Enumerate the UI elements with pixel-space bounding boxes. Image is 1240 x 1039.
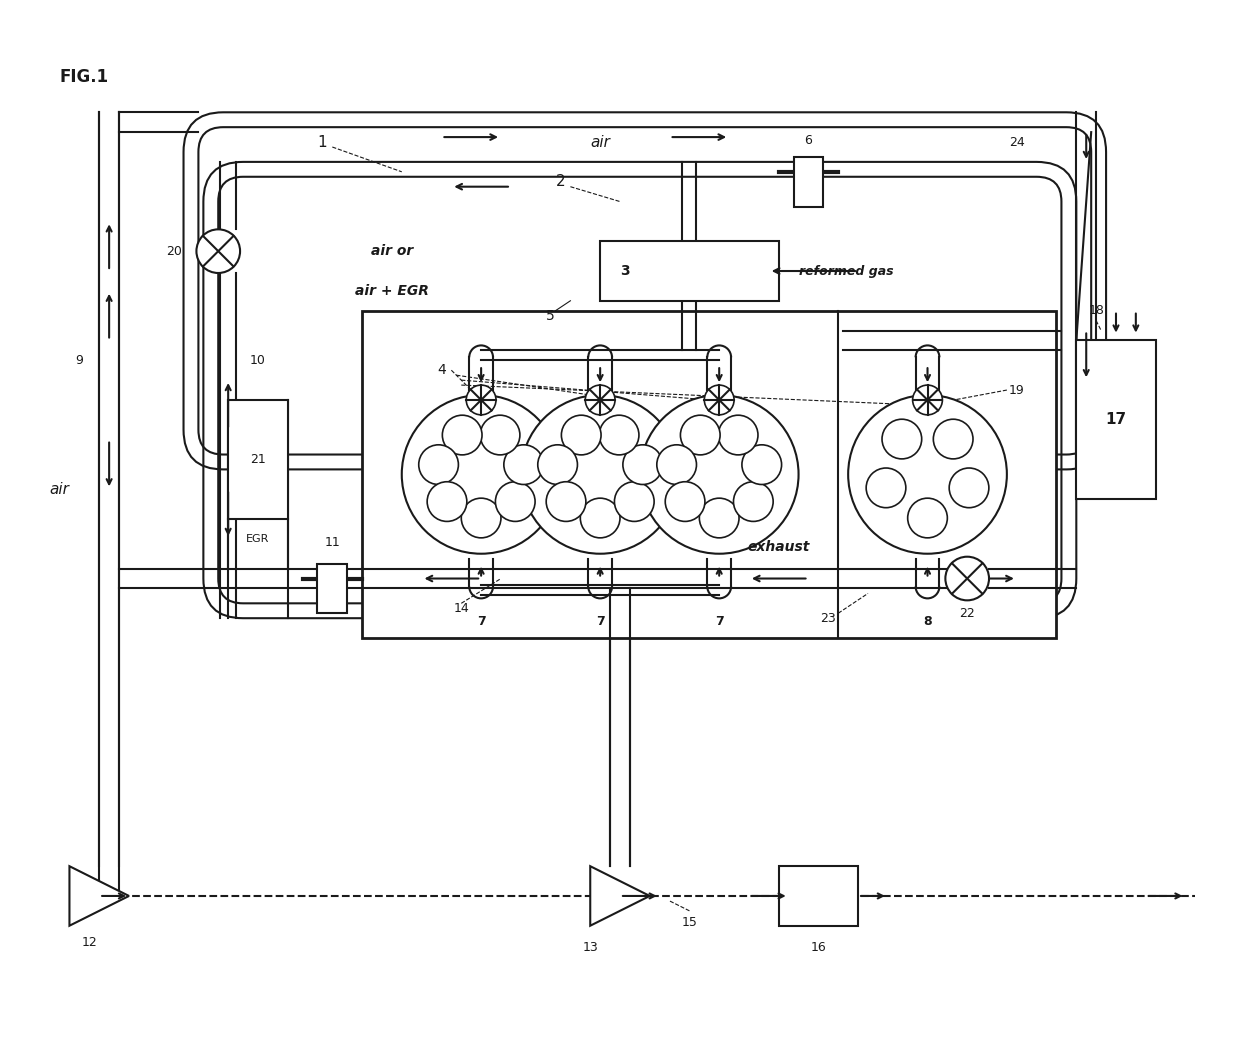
- Text: air: air: [590, 135, 610, 150]
- Circle shape: [665, 482, 704, 522]
- Text: 22: 22: [960, 607, 975, 619]
- Text: air: air: [50, 482, 69, 497]
- Circle shape: [704, 385, 734, 415]
- Bar: [228, 400, 288, 520]
- Circle shape: [538, 445, 578, 484]
- Text: 23: 23: [821, 612, 836, 624]
- Text: 7: 7: [714, 615, 724, 629]
- Circle shape: [562, 416, 601, 455]
- Text: 14: 14: [454, 602, 469, 615]
- Bar: [1076, 341, 1156, 499]
- Circle shape: [681, 416, 720, 455]
- Circle shape: [742, 445, 781, 484]
- Circle shape: [466, 385, 496, 415]
- Circle shape: [503, 445, 543, 484]
- Circle shape: [480, 416, 520, 455]
- Text: exhaust: exhaust: [748, 539, 810, 554]
- Circle shape: [848, 395, 1007, 554]
- Circle shape: [908, 498, 947, 538]
- Circle shape: [622, 445, 662, 484]
- Text: 17: 17: [1105, 412, 1127, 427]
- Bar: [362, 311, 1056, 638]
- Circle shape: [427, 482, 466, 522]
- Bar: [794, 157, 823, 207]
- Circle shape: [546, 482, 585, 522]
- Text: 16: 16: [811, 940, 826, 954]
- Text: reformed gas: reformed gas: [799, 265, 893, 277]
- Circle shape: [599, 416, 639, 455]
- Circle shape: [945, 557, 990, 601]
- Circle shape: [913, 385, 942, 415]
- Text: 15: 15: [682, 915, 697, 929]
- Text: 12: 12: [82, 936, 97, 949]
- Text: 11: 11: [325, 536, 340, 549]
- Circle shape: [718, 416, 758, 455]
- Text: 7: 7: [476, 615, 486, 629]
- Text: air or: air or: [371, 244, 413, 258]
- Circle shape: [419, 445, 459, 484]
- Circle shape: [934, 419, 973, 459]
- Text: 7: 7: [595, 615, 605, 629]
- Text: 24: 24: [1009, 135, 1024, 149]
- Circle shape: [640, 395, 799, 554]
- Text: 8: 8: [924, 615, 931, 629]
- Text: 2: 2: [556, 175, 565, 189]
- Text: 18: 18: [1089, 304, 1104, 317]
- Circle shape: [461, 498, 501, 538]
- Text: air + EGR: air + EGR: [355, 284, 429, 298]
- Circle shape: [657, 445, 697, 484]
- Text: 5: 5: [546, 309, 556, 323]
- Text: 3: 3: [620, 264, 630, 278]
- Bar: [779, 867, 858, 926]
- Text: 9: 9: [76, 354, 83, 367]
- Text: 4: 4: [436, 364, 446, 377]
- Circle shape: [615, 482, 655, 522]
- Text: 20: 20: [166, 244, 181, 258]
- Circle shape: [867, 468, 906, 508]
- Text: 13: 13: [583, 940, 598, 954]
- Text: FIG.1: FIG.1: [60, 68, 109, 85]
- Circle shape: [699, 498, 739, 538]
- Polygon shape: [590, 867, 650, 926]
- Text: 19: 19: [1009, 383, 1024, 397]
- Text: 10: 10: [250, 354, 265, 367]
- Circle shape: [496, 482, 536, 522]
- Circle shape: [402, 395, 560, 554]
- Circle shape: [734, 482, 774, 522]
- Circle shape: [521, 395, 680, 554]
- Circle shape: [949, 468, 988, 508]
- Bar: [317, 563, 347, 613]
- Circle shape: [443, 416, 482, 455]
- Circle shape: [585, 385, 615, 415]
- Circle shape: [882, 419, 921, 459]
- Text: 1: 1: [317, 135, 327, 150]
- Polygon shape: [69, 867, 129, 926]
- Text: EGR: EGR: [247, 534, 269, 543]
- Circle shape: [580, 498, 620, 538]
- Bar: [600, 241, 779, 300]
- Text: 6: 6: [805, 134, 812, 146]
- Circle shape: [196, 230, 241, 273]
- Text: 21: 21: [250, 453, 265, 465]
